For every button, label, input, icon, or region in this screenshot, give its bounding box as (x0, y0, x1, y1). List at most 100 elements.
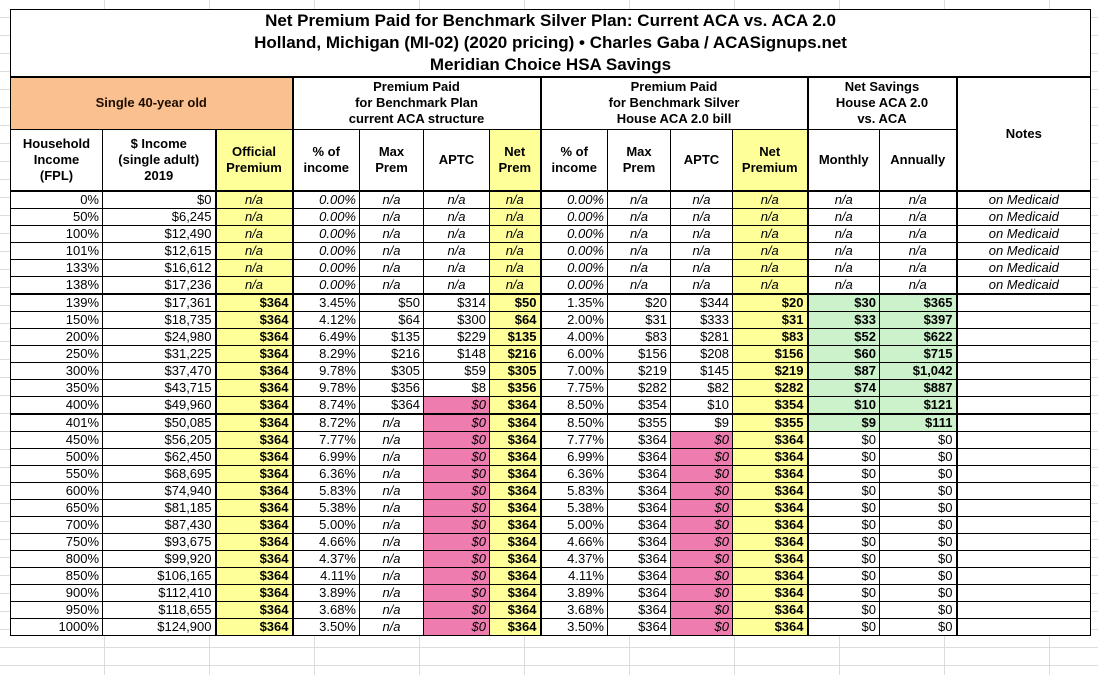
cell-official: $364 (214, 362, 294, 380)
cell-house_net: $282 (732, 379, 809, 397)
cell-house_max: $364 (607, 465, 671, 483)
column-header-aca-net-prem: Net Prem (489, 128, 542, 192)
cell-official: $364 (214, 396, 294, 415)
cell-note (955, 448, 1092, 466)
cell-monthly: $74 (807, 379, 880, 397)
premium-comparison-table: Net Premium Paid for Benchmark Silver Pl… (9, 9, 1092, 636)
cell-note (955, 533, 1092, 551)
cell-house_aptc: n/a (670, 242, 733, 260)
cell-house_net: $31 (732, 311, 809, 329)
group-header-current-aca: Premium Paid for Benchmark Plan current … (292, 76, 542, 130)
cell-house_aptc: n/a (670, 259, 733, 277)
cell-aca_net: $364 (489, 601, 542, 619)
cell-income: $112,410 (102, 584, 216, 602)
cell-house_aptc: $0 (670, 567, 733, 585)
cell-house_pct: 0.00% (540, 276, 608, 295)
cell-house_max: $219 (607, 362, 671, 380)
cell-house_pct: 0.00% (540, 225, 608, 243)
cell-aca_aptc: $0 (423, 465, 490, 483)
cell-aca_pct: 9.78% (292, 379, 360, 397)
cell-house_net: $355 (732, 413, 809, 432)
cell-aca_net: n/a (489, 259, 542, 277)
cell-annually: n/a (879, 208, 958, 226)
table-row: 300% $37,470 $364 9.78% $305 $59 $305 7.00% $219… (10, 362, 1092, 380)
cell-house_pct: 0.00% (540, 242, 608, 260)
cell-house_pct: 2.00% (540, 311, 608, 329)
cell-aca_pct: 5.38% (292, 499, 360, 517)
cell-house_aptc: $0 (670, 465, 733, 483)
group-header-row: Single 40-year old Premium Paid for Benc… (10, 76, 1092, 192)
cell-annually: $0 (879, 550, 958, 568)
column-header-house-pct-income: % of income (540, 128, 608, 192)
cell-monthly: $52 (807, 328, 880, 346)
cell-house_pct: 3.50% (540, 618, 608, 636)
cell-aca_aptc: $0 (423, 618, 490, 636)
cell-income: $50,085 (102, 413, 216, 432)
cell-house_pct: 8.50% (540, 413, 608, 432)
table-row: 800% $99,920 $364 4.37% n/a $0 $364 4.37% $364 $0… (10, 550, 1092, 568)
cell-note (955, 379, 1092, 397)
cell-house_max: $364 (607, 499, 671, 517)
data-table: Net Premium Paid for Benchmark Silver Pl… (9, 9, 1092, 636)
cell-aca_aptc: $300 (423, 311, 490, 329)
cell-fpl: 400% (10, 396, 103, 415)
cell-house_max: $364 (607, 567, 671, 585)
cell-aca_pct: 0.00% (292, 225, 360, 243)
cell-aca_aptc: $8 (423, 379, 490, 397)
cell-house_net: $354 (732, 396, 809, 415)
cell-official: $364 (214, 516, 294, 534)
group-header-subject: Single 40-year old (10, 76, 294, 130)
cell-annually: $0 (879, 533, 958, 551)
cell-house_aptc: $208 (670, 345, 733, 363)
cell-aca_aptc: $0 (423, 413, 490, 432)
cell-aca_max: n/a (359, 482, 424, 500)
cell-house_pct: 6.99% (540, 448, 608, 466)
cell-aca_aptc: n/a (423, 242, 490, 260)
cell-house_aptc: $10 (670, 396, 733, 415)
table-row: 1000% $124,900 $364 3.50% n/a $0 $364 3.50% $364… (10, 618, 1092, 636)
table-row: 950% $118,655 $364 3.68% n/a $0 $364 3.68% $364 $… (10, 601, 1092, 619)
cell-aca_pct: 4.11% (292, 567, 360, 585)
cell-annually: $0 (879, 482, 958, 500)
cell-house_net: $364 (732, 465, 809, 483)
cell-monthly: $0 (807, 465, 880, 483)
cell-aca_aptc: $0 (423, 516, 490, 534)
cell-house_pct: 3.89% (540, 584, 608, 602)
cell-house_net: n/a (732, 276, 809, 295)
cell-aca_net: $135 (489, 328, 542, 346)
cell-house_aptc: $145 (670, 362, 733, 380)
cell-annually: $0 (879, 465, 958, 483)
cell-annually: $365 (879, 293, 958, 312)
cell-note: on Medicaid (955, 242, 1092, 260)
cell-official: $364 (214, 448, 294, 466)
cell-official: n/a (214, 208, 294, 226)
table-body: 0% $0 n/a 0.00% n/a n/a n/a 0.00% n/a n/a n/a n/a n/… (10, 190, 1092, 636)
cell-house_pct: 5.83% (540, 482, 608, 500)
cell-fpl: 550% (10, 465, 103, 483)
cell-income: $68,695 (102, 465, 216, 483)
cell-aca_net: $364 (489, 550, 542, 568)
cell-aca_aptc: $0 (423, 584, 490, 602)
cell-income: $99,920 (102, 550, 216, 568)
cell-note (955, 362, 1092, 380)
cell-aca_pct: 0.00% (292, 242, 360, 260)
cell-note (955, 396, 1092, 415)
cell-annually: $0 (879, 516, 958, 534)
cell-aca_pct: 4.37% (292, 550, 360, 568)
table-row: 139% $17,361 $364 3.45% $50 $314 $50 1.35% $20 $3… (10, 293, 1092, 312)
cell-fpl: 450% (10, 431, 103, 449)
cell-official: $364 (214, 311, 294, 329)
cell-house_net: $156 (732, 345, 809, 363)
cell-official: $364 (214, 465, 294, 483)
table-row: 0% $0 n/a 0.00% n/a n/a n/a 0.00% n/a n/a n/a n/a n/… (10, 190, 1092, 209)
cell-aca_aptc: $0 (423, 533, 490, 551)
cell-fpl: 700% (10, 516, 103, 534)
cell-house_net: n/a (732, 190, 809, 209)
cell-aca_max: n/a (359, 208, 424, 226)
cell-house_max: $364 (607, 431, 671, 449)
cell-aca_max: n/a (359, 259, 424, 277)
cell-monthly: n/a (807, 242, 880, 260)
cell-fpl: 800% (10, 550, 103, 568)
cell-annually: n/a (879, 225, 958, 243)
cell-house_pct: 4.11% (540, 567, 608, 585)
